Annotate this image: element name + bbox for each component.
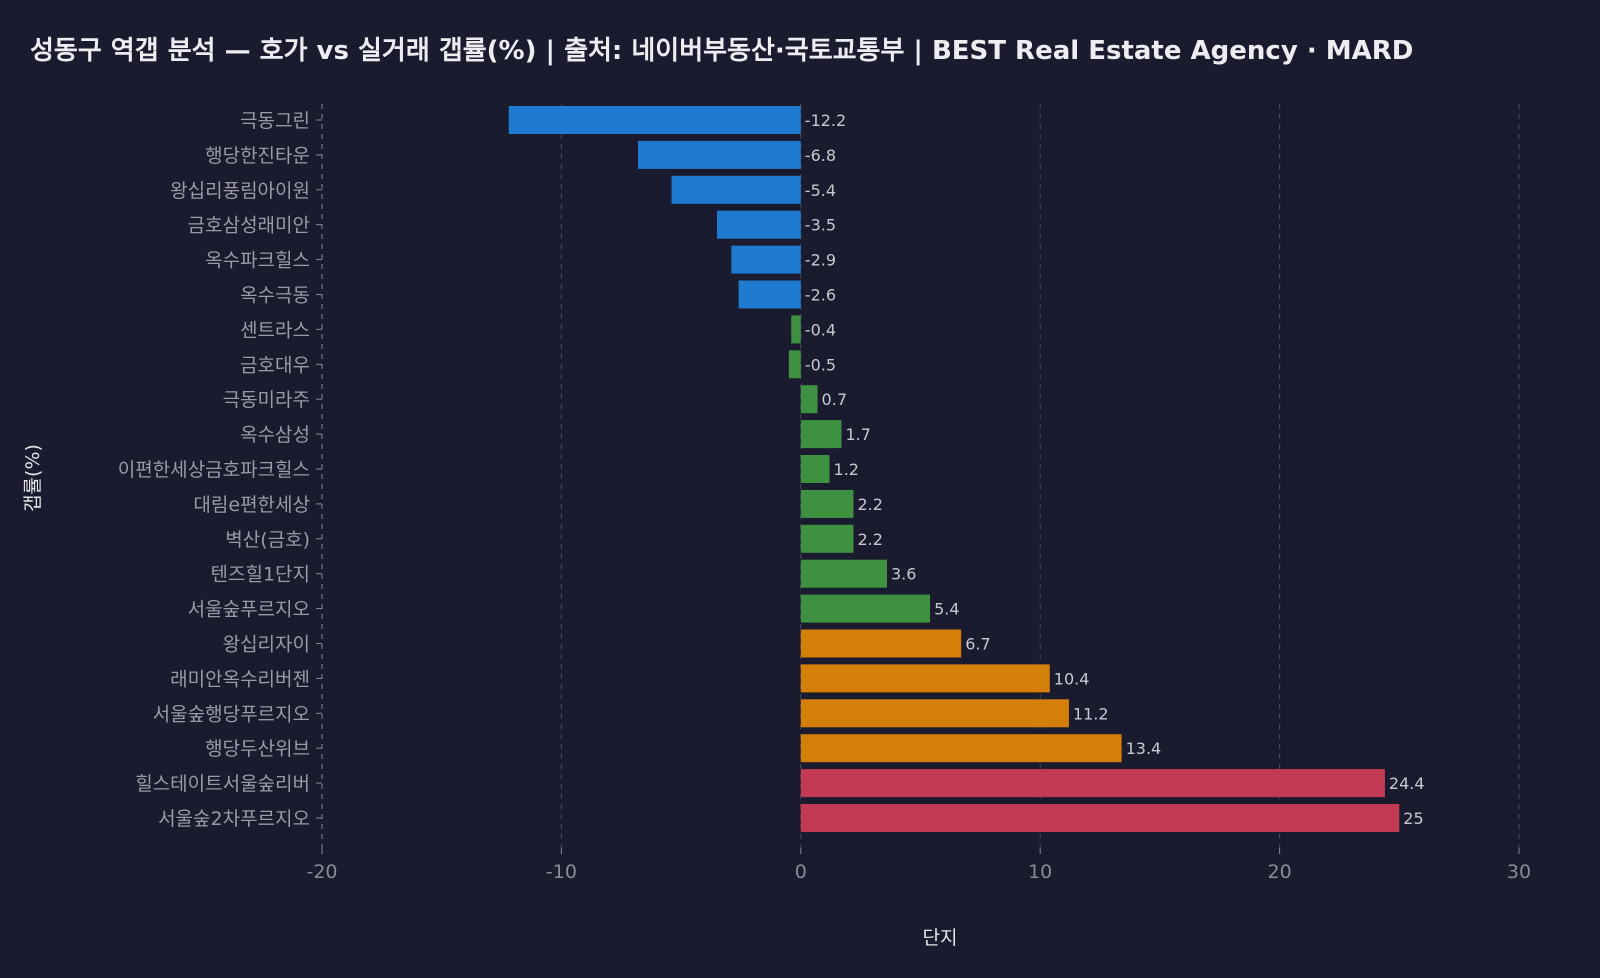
chart-title: 성동구 역갭 분석 — 호가 vs 실거래 갭률(%) | 출처: 네이버부동산… bbox=[30, 36, 1414, 66]
x-tick-label: 10 bbox=[1028, 861, 1052, 883]
data-label: -0.5 bbox=[805, 355, 836, 374]
y-tick-label: 벽산(금호) bbox=[225, 529, 310, 551]
y-tick-label: 왕십리자이 bbox=[223, 634, 310, 656]
y-tick-label: 텐즈힐1단지 bbox=[211, 564, 311, 586]
data-label: -6.8 bbox=[805, 146, 836, 165]
y-tick-label: 대림e편한세상 bbox=[193, 494, 310, 516]
bar bbox=[800, 804, 1400, 832]
data-label: 0.7 bbox=[822, 390, 847, 409]
bar bbox=[800, 699, 1069, 728]
data-label: -12.2 bbox=[805, 111, 846, 130]
bar bbox=[671, 175, 801, 204]
data-label: 3.6 bbox=[891, 565, 916, 584]
y-tick-label: 금호대우 bbox=[240, 354, 310, 376]
bar bbox=[508, 106, 801, 134]
y-tick-label: 서울숲행당푸르지오 bbox=[153, 703, 310, 725]
data-label: -5.4 bbox=[805, 181, 836, 200]
bar bbox=[800, 559, 887, 588]
y-tick-label: 래미안옥수리버젠 bbox=[170, 668, 310, 690]
bar bbox=[800, 629, 962, 658]
data-label: 2.2 bbox=[857, 530, 882, 549]
data-label: 6.7 bbox=[965, 635, 990, 654]
x-tick-label: -20 bbox=[306, 861, 337, 883]
data-label: 10.4 bbox=[1054, 669, 1090, 688]
bar bbox=[788, 350, 801, 379]
bar bbox=[800, 385, 818, 414]
data-label: -2.6 bbox=[805, 286, 836, 305]
data-label: 24.4 bbox=[1389, 774, 1425, 793]
bar bbox=[800, 420, 842, 449]
y-tick-label: 센트라스 bbox=[240, 319, 310, 341]
y-tick-label: 행당한진타운 bbox=[205, 145, 310, 167]
bar bbox=[731, 245, 801, 274]
y-tick-label: 금호삼성래미안 bbox=[188, 215, 310, 237]
y-tick-label: 서울숲2차푸르지오 bbox=[158, 808, 310, 830]
x-tick-label: -10 bbox=[546, 861, 577, 883]
y-tick-label: 이편한세상금호파크힐스 bbox=[118, 459, 310, 481]
bar bbox=[800, 455, 830, 483]
x-tick-label: 20 bbox=[1268, 861, 1292, 883]
data-label: 1.2 bbox=[834, 460, 859, 479]
bar bbox=[738, 280, 801, 309]
y-tick-label: 왕십리풍림아이원 bbox=[170, 180, 310, 202]
y-tick-label: 옥수극동 bbox=[240, 285, 310, 307]
bar bbox=[800, 769, 1385, 798]
y-tick-label: 옥수삼성 bbox=[240, 424, 310, 446]
data-label: -3.5 bbox=[805, 216, 836, 235]
data-label: 11.2 bbox=[1073, 704, 1109, 723]
bar bbox=[800, 734, 1122, 763]
data-label: 2.2 bbox=[857, 495, 882, 514]
x-tick-label: 0 bbox=[795, 861, 807, 883]
data-label: 13.4 bbox=[1126, 739, 1162, 758]
y-tick-label: 극동미라주 bbox=[223, 389, 310, 411]
y-tick-label: 힐스테이트서울숲리버 bbox=[135, 773, 310, 795]
y-tick-label: 행당두산위브 bbox=[205, 738, 310, 760]
data-label: 25 bbox=[1403, 809, 1423, 828]
data-label: 1.7 bbox=[845, 425, 870, 444]
data-label: 5.4 bbox=[934, 600, 959, 619]
bar bbox=[800, 524, 854, 553]
bar bbox=[800, 664, 1050, 693]
bar bbox=[717, 210, 801, 239]
bar bbox=[800, 489, 854, 518]
data-label: -2.9 bbox=[805, 251, 836, 270]
data-label: -0.4 bbox=[805, 320, 836, 339]
y-tick-label: 극동그린 bbox=[240, 110, 310, 132]
bar bbox=[638, 140, 801, 169]
bar bbox=[791, 315, 801, 344]
y-tick-label: 옥수파크힐스 bbox=[205, 250, 310, 272]
bar bbox=[800, 594, 931, 623]
y-tick-label: 서울숲푸르지오 bbox=[188, 599, 310, 621]
x-tick-label: 30 bbox=[1507, 861, 1531, 883]
